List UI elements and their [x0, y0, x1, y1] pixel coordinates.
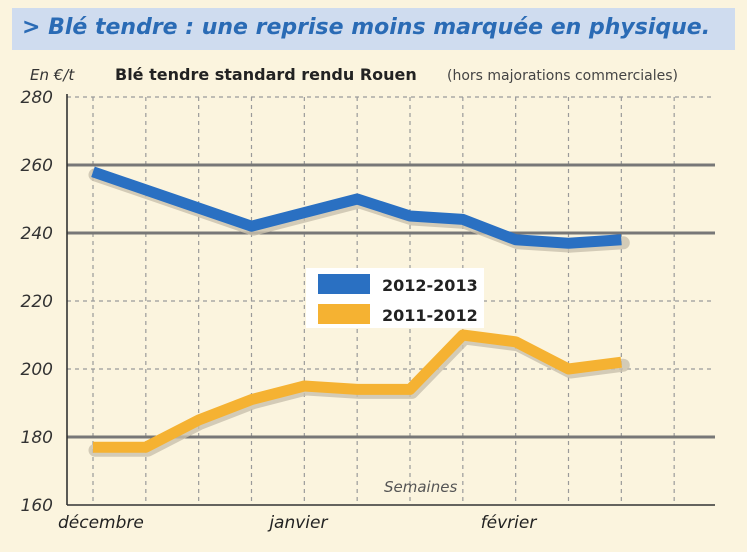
legend: 2012-2013 2011-2012 [306, 268, 484, 328]
y-axis-unit: En €/t [30, 66, 75, 84]
y-axis-ticks: 160 180 200 220 240 260 280 [21, 88, 53, 516]
x-axis-label: Semaines [384, 478, 457, 496]
x-tick-label-1: janvier [267, 513, 328, 533]
y-tick-label-200: 200 [21, 360, 53, 380]
y-tick-label-160: 160 [21, 496, 53, 516]
x-axis-ticks: décembre janvier février [58, 513, 537, 533]
series-layer [88, 166, 630, 457]
chart-subtitle: (hors majorations commerciales) [447, 68, 678, 84]
y-tick-label-240: 240 [21, 224, 53, 244]
series-line-2011-2012 [93, 329, 623, 453]
legend-swatch-2012-2013 [318, 274, 370, 294]
x-tick-label-2: février [481, 513, 538, 533]
y-tick-label-260: 260 [21, 156, 53, 176]
x-tick-label-0: décembre [58, 513, 144, 533]
y-tick-label-180: 180 [21, 428, 53, 448]
title-bar: > Blé tendre : une reprise moins marquée… [12, 8, 735, 50]
y-tick-label-280: 280 [21, 88, 53, 108]
legend-label-2011-2012: 2011-2012 [382, 306, 478, 325]
legend-swatch-2011-2012 [318, 304, 370, 324]
y-tick-label-220: 220 [21, 292, 53, 312]
chart-title: Blé tendre standard rendu Rouen [115, 65, 417, 84]
legend-label-2012-2013: 2012-2013 [382, 276, 478, 295]
series-line-2012-2013 [91, 166, 622, 249]
page-title: > Blé tendre : une reprise moins marquée… [22, 15, 711, 40]
